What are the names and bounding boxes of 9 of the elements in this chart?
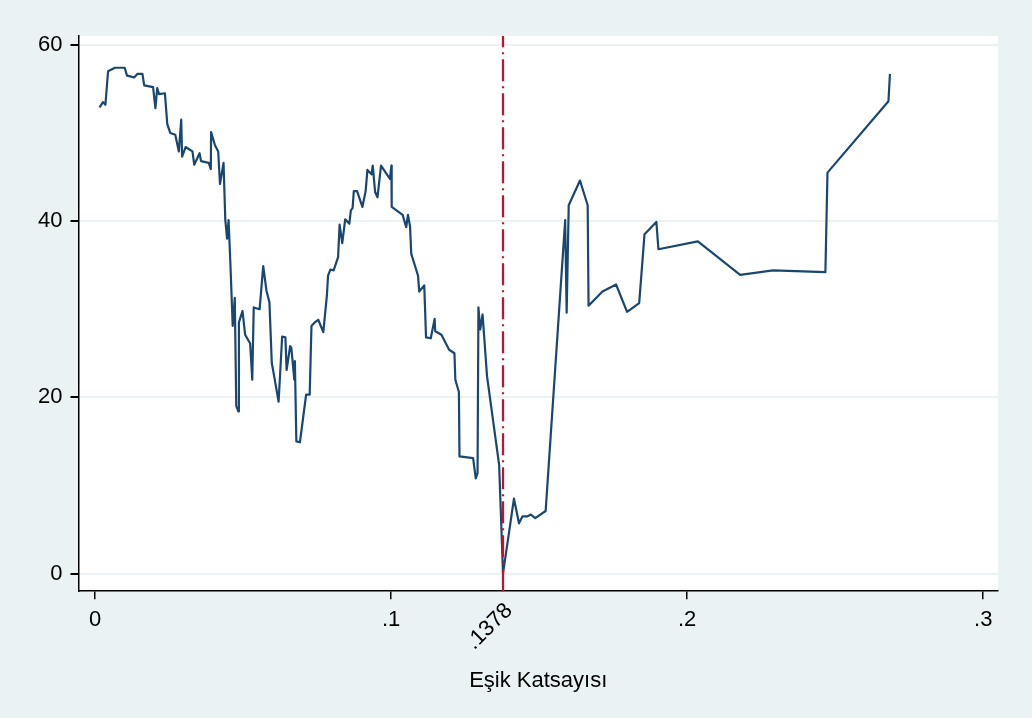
- x-tick-label: .3: [974, 606, 993, 632]
- y-tick-label: 40: [37, 207, 63, 233]
- x-tick-label: .2: [677, 606, 697, 632]
- x-tick-label: .1: [381, 606, 401, 632]
- y-tick-label: 20: [37, 383, 63, 409]
- y-tick-label: 0: [50, 559, 63, 585]
- x-axis-title: Eşik Katsayısı: [469, 666, 608, 692]
- x-tick-label: 0: [88, 606, 102, 632]
- y-tick-label: 60: [37, 30, 63, 56]
